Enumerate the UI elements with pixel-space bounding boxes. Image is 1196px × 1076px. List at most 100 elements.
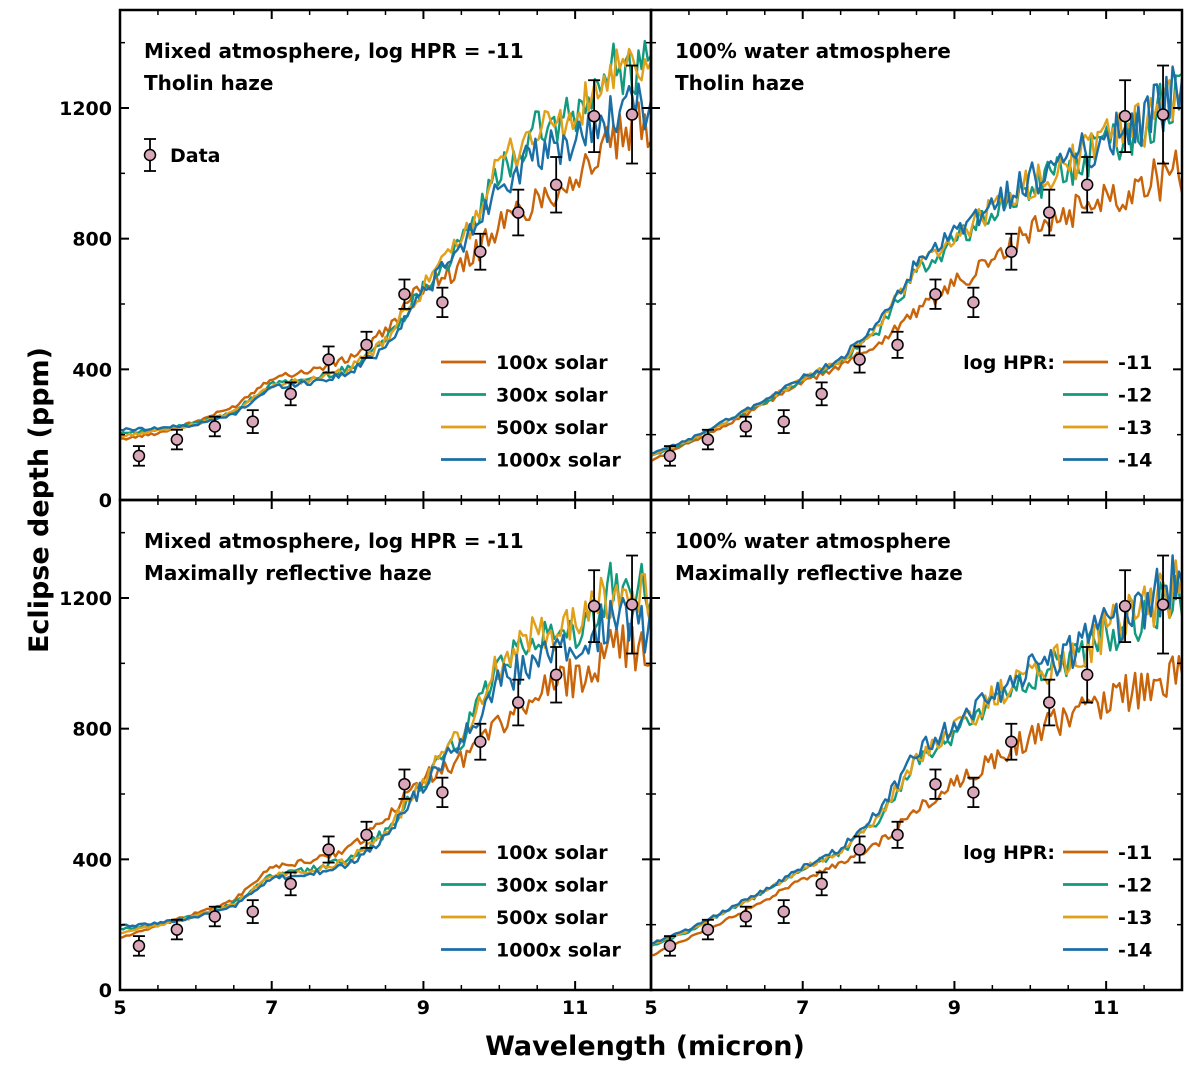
data-point	[625, 554, 639, 655]
panel-title-line: Mixed atmosphere, log HPR = -11	[144, 39, 524, 63]
data-point	[474, 232, 487, 271]
data-point	[891, 820, 904, 849]
data-point	[132, 935, 146, 957]
legend-label: -12	[1118, 385, 1152, 407]
data-point	[587, 79, 601, 154]
legend-entry: 300x solar	[441, 385, 608, 407]
panel-bottom-right: 5 7 9 11 100% water atmosphere Maximally refl…	[644, 498, 1184, 1019]
data-point	[1005, 232, 1018, 271]
data-point	[701, 918, 715, 941]
y-tick-label: 0	[99, 980, 112, 1002]
series-line--11	[651, 655, 1182, 957]
series-group	[120, 561, 651, 940]
data-point	[512, 678, 525, 727]
data-point	[815, 871, 828, 897]
data-point	[549, 156, 563, 214]
series-line-500xsolar	[120, 573, 651, 935]
panel-title-line: Maximally reflective haze	[144, 561, 432, 585]
x-tick-label: 11	[1093, 997, 1119, 1019]
y-tick-label: 0	[99, 490, 112, 512]
data-point	[1118, 569, 1132, 643]
x-tick-label: 7	[796, 997, 809, 1019]
data-point	[663, 445, 677, 467]
x-tick-label: 5	[113, 997, 126, 1019]
legend-label: -13	[1118, 417, 1152, 439]
series-line-1000xsolar	[120, 82, 651, 432]
data-point	[967, 286, 980, 318]
y-tick-label: 800	[72, 719, 112, 741]
panel-title-line: 100% water atmosphere	[675, 39, 951, 63]
legend-entry: 500x solar	[441, 417, 608, 439]
legend-entry: -14	[1063, 940, 1152, 962]
panel-title-line: Maximally reflective haze	[675, 561, 963, 585]
legend-entry: 100x solar	[441, 842, 608, 864]
data-point	[132, 445, 146, 467]
data-point	[701, 428, 715, 451]
panel-title-line: Mixed atmosphere, log HPR = -11	[144, 529, 524, 553]
legend-label: -11	[1118, 352, 1152, 374]
data-point	[246, 899, 259, 924]
panel-title-line: Tholin haze	[675, 71, 804, 95]
data-point	[170, 918, 184, 941]
data-point	[967, 776, 980, 808]
legend-label: -12	[1118, 875, 1152, 897]
data-point	[360, 330, 373, 359]
panel-bottom-left: 5 7 9 11 0 400 800 1200 Mixed atmosphere, log HP…	[59, 498, 653, 1019]
data-point	[398, 278, 411, 310]
panel-top-left: 0 400 800 1200 Mixed atmosphere, log HPR = -…	[59, 8, 653, 512]
data-point	[1043, 678, 1056, 727]
data-point	[398, 768, 411, 800]
data-point	[1156, 554, 1170, 655]
data-point	[587, 569, 601, 643]
data-point	[777, 409, 790, 434]
legend-label: -13	[1118, 907, 1152, 929]
legend-entry: 1000x solar	[441, 450, 621, 472]
legend-label: -14	[1118, 450, 1152, 472]
legend-label: -14	[1118, 940, 1152, 962]
legend-title: log HPR:	[963, 842, 1055, 864]
y-tick-label: 800	[72, 229, 112, 251]
data-point	[322, 835, 335, 864]
legend-label: 500x solar	[496, 907, 608, 929]
data-point	[853, 835, 866, 864]
x-tick-label: 11	[562, 997, 588, 1019]
y-tick-label: 400	[72, 849, 112, 871]
legend-data-entry: Data	[143, 138, 221, 172]
data-point	[1080, 156, 1094, 214]
data-point	[284, 871, 297, 897]
y-tick-label: 1200	[59, 98, 112, 120]
data-point	[322, 345, 335, 374]
x-axis-title: Wavelength (micron)	[485, 1031, 805, 1062]
series-group	[651, 554, 1182, 957]
y-axis-title: Eclipse depth (ppm)	[24, 347, 55, 653]
data-point	[853, 345, 866, 374]
legend-label: 100x solar	[496, 842, 608, 864]
legend-label: -11	[1118, 842, 1152, 864]
y-tick-label: 1200	[59, 588, 112, 610]
series-line--14	[651, 554, 1182, 946]
legend-entry: -12	[1063, 385, 1152, 407]
data-point	[929, 278, 942, 310]
data-point	[170, 428, 184, 451]
legend-entry: -14	[1063, 450, 1152, 472]
data-point	[625, 64, 639, 165]
data-point	[1156, 64, 1170, 165]
panel-top-right: 100% water atmosphere Tholin haze log HPR:…	[649, 8, 1184, 502]
legend-label: 100x solar	[496, 352, 608, 374]
legend-label: 300x solar	[496, 385, 608, 407]
series-group	[120, 39, 651, 441]
x-tick-label: 7	[265, 997, 278, 1019]
series-line-500xsolar	[120, 47, 651, 438]
x-tick-label: 9	[948, 997, 961, 1019]
panel-title-line: 100% water atmosphere	[675, 529, 951, 553]
legend-entry: -11	[1063, 352, 1152, 374]
data-point	[929, 768, 942, 800]
data-point	[474, 722, 487, 761]
x-tick-label: 5	[644, 997, 657, 1019]
data-point	[1080, 646, 1094, 704]
panel-title-line: Tholin haze	[144, 71, 273, 95]
legend-entry: 300x solar	[441, 875, 608, 897]
series-group	[651, 65, 1182, 463]
series-line-100xsolar	[120, 101, 651, 441]
svg-text:Data: Data	[170, 145, 221, 167]
